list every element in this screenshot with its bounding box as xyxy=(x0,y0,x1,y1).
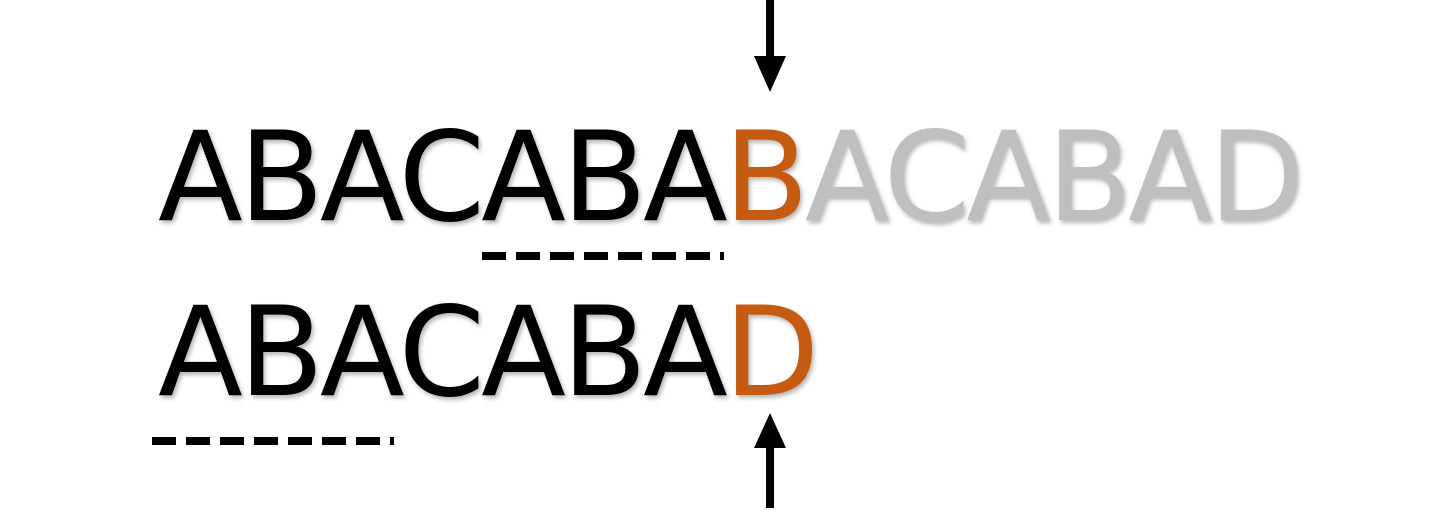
down-arrow-head xyxy=(754,56,786,92)
text-mismatch-char: B xyxy=(724,106,805,250)
up-arrow-icon xyxy=(754,413,786,508)
pattern-matched-segment: ABACABA xyxy=(158,281,727,425)
pattern-mismatch-char: D xyxy=(724,281,815,425)
down-arrow-icon xyxy=(754,0,786,92)
text-matched-segment: ABACABA xyxy=(158,106,727,250)
pattern-string: ABACABAD xyxy=(158,281,815,425)
text-string: ABACABABACABAD xyxy=(158,106,1300,250)
text-remaining-segment: ACABAD xyxy=(805,106,1300,250)
up-arrow-head xyxy=(754,413,786,448)
